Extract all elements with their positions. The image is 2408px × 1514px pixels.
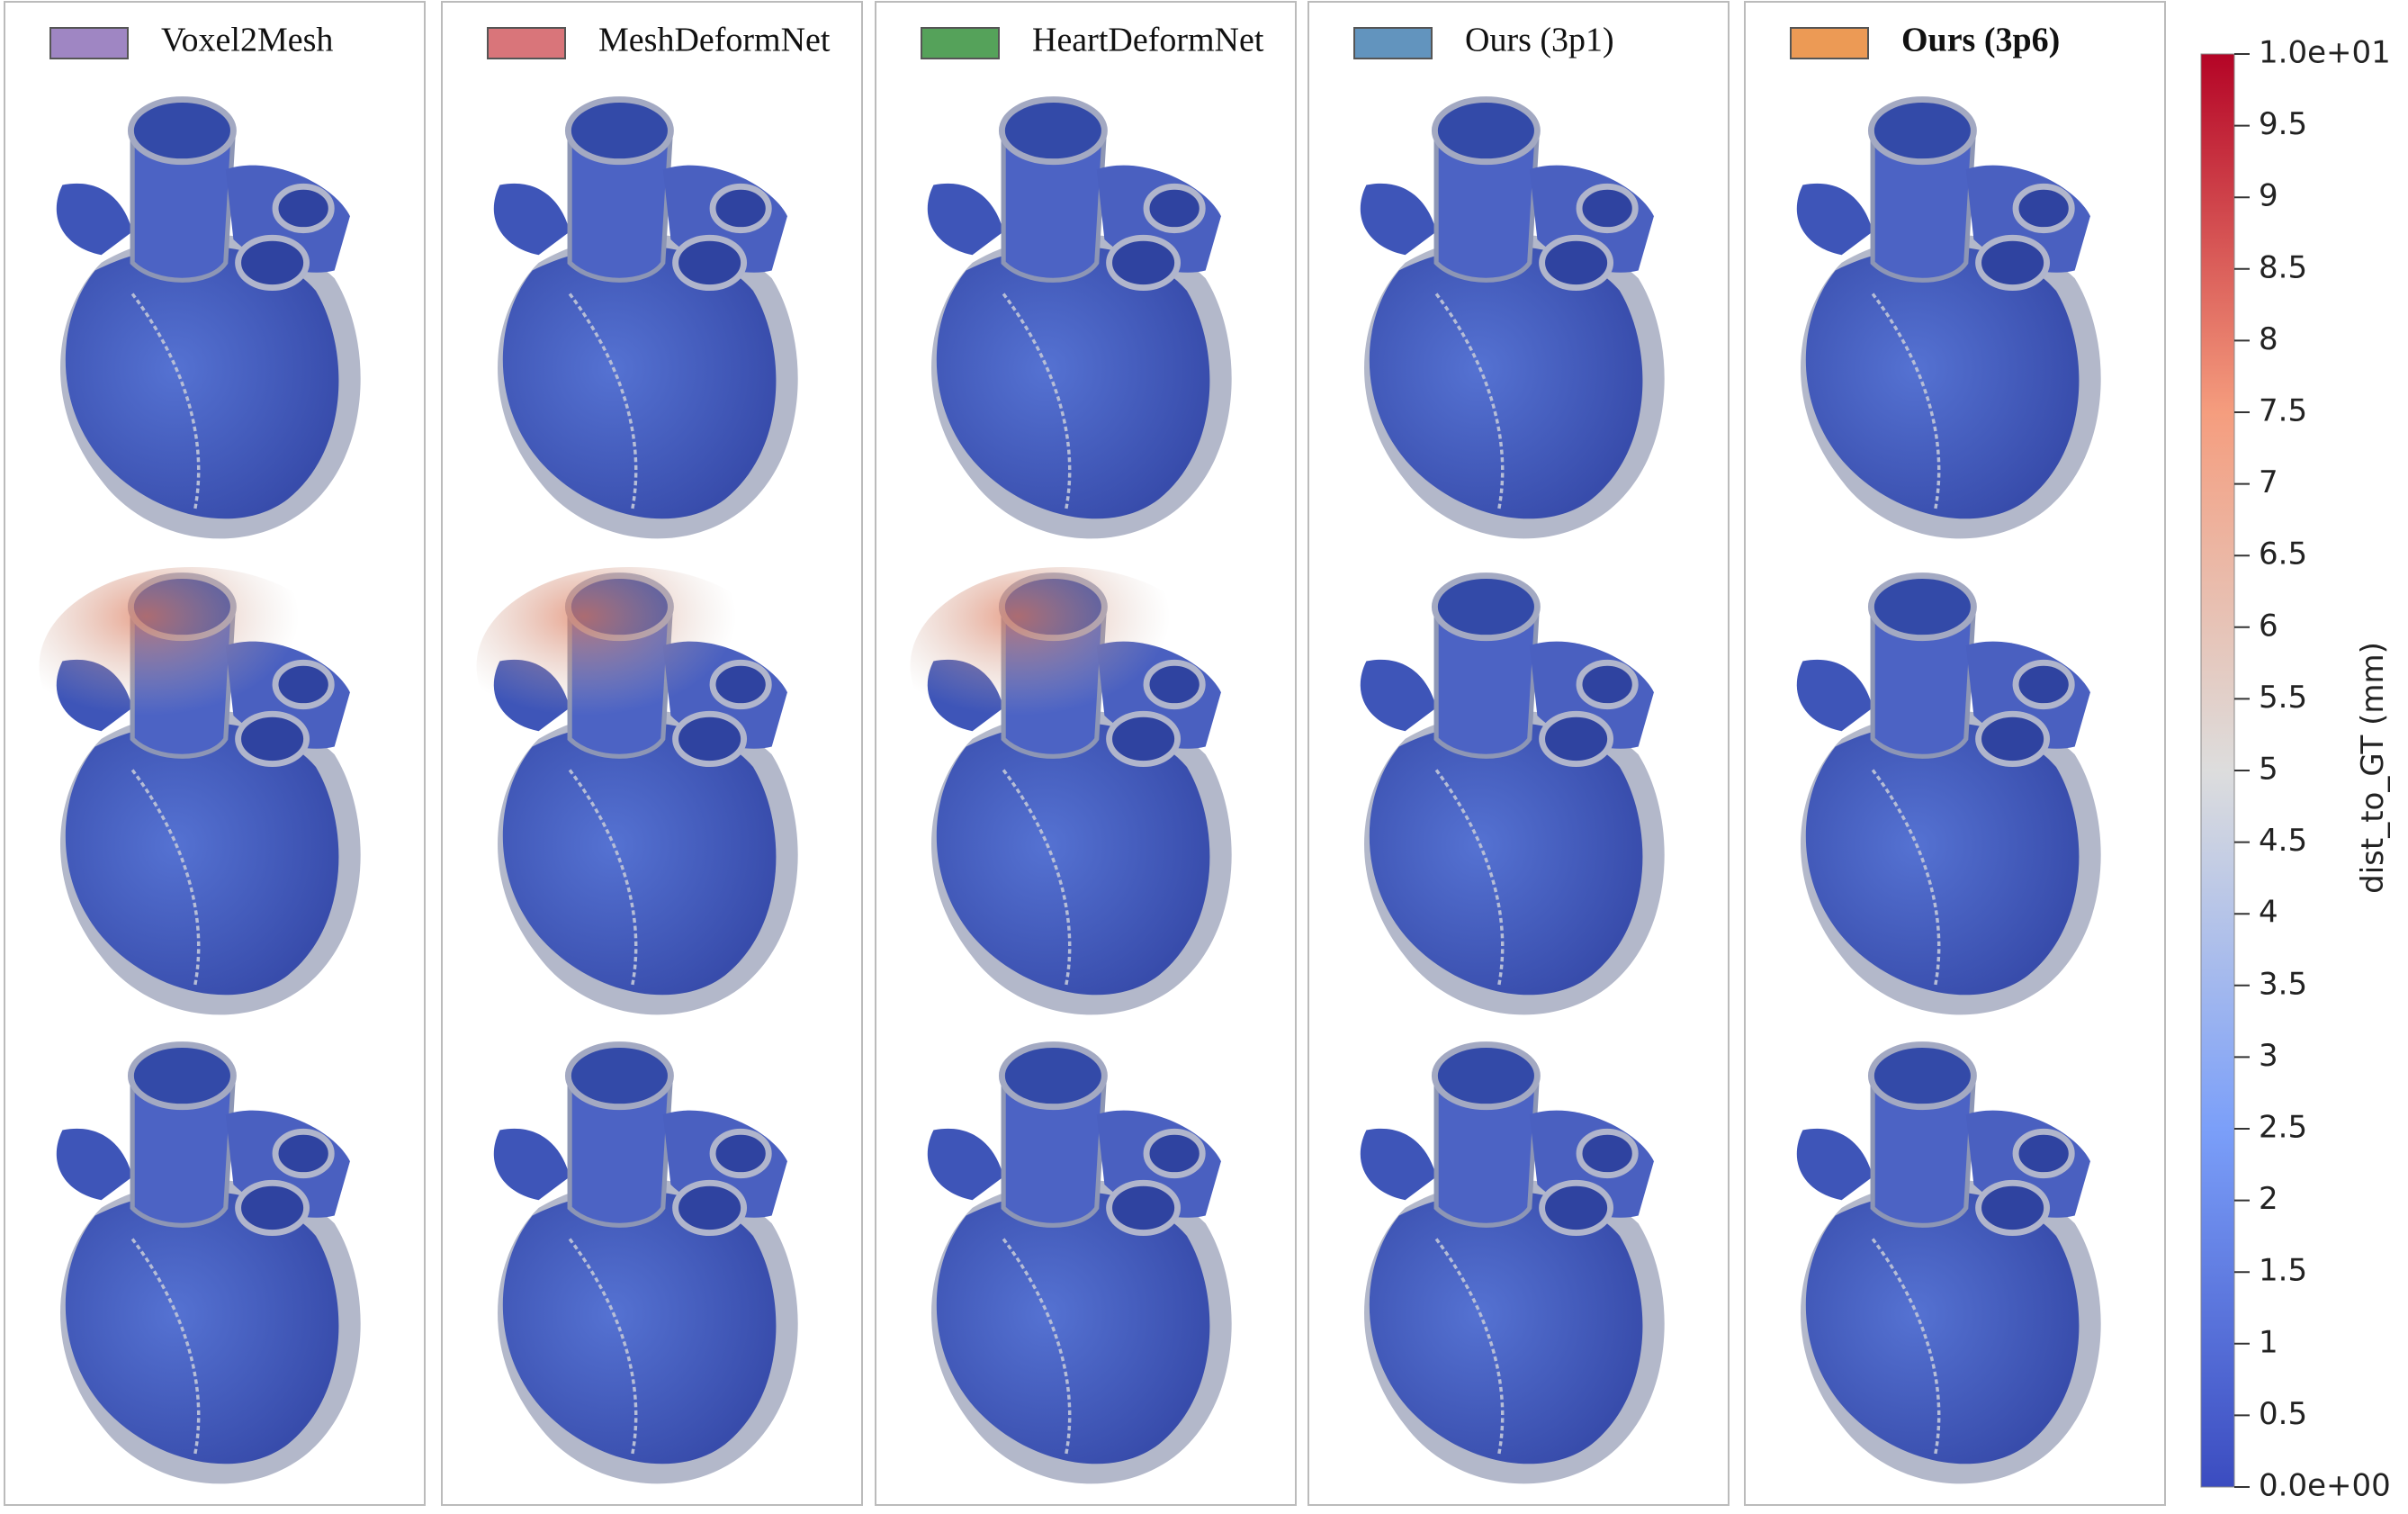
panel: MeshDeformNet [441,1,863,1506]
error-overlay [910,567,1217,765]
panel: Ours (3p1) [1307,1,1730,1506]
legend-swatch [49,27,129,59]
colorbar-tick-label: 2.5 [2259,1110,2307,1146]
panel: Voxel2Mesh [4,1,426,1506]
legend-swatch [921,27,1000,59]
colorbar-tick-label: 7 [2259,464,2278,500]
legend-label: MeshDeformNet [598,22,831,59]
colorbar-tick-label: 6 [2259,608,2278,644]
colorbar-tick-label: 2 [2259,1181,2278,1217]
colorbar-tick-label: 1.0e+01 [2259,35,2391,71]
error-overlay [476,567,783,765]
colorbar-tick-label: 3 [2259,1038,2278,1074]
colorbar-tick-label: 5.5 [2259,680,2307,716]
legend-swatch [1790,27,1869,59]
colorbar-tick-label: 1 [2259,1324,2278,1360]
legend-label: Ours (3p1) [1465,22,1614,59]
colorbar-tick-label: 0.0e+00 [2259,1468,2391,1504]
colorbar-tick-label: 8 [2259,321,2278,357]
colorbar-tick-label: 4 [2259,895,2278,931]
colorbar-scale [2200,53,2235,1488]
colorbar-tick-label: 9 [2259,178,2278,214]
legend-label: Voxel2Mesh [161,22,333,59]
colorbar-tick-label: 0.5 [2259,1396,2307,1432]
panels: Voxel2Mesh MeshDeformNet HeartDeformNet Our… [4,1,2166,1506]
colorbar-tick-label: 9.5 [2259,106,2307,142]
legend-swatch [487,27,566,59]
colorbar-tick-label: 1.5 [2259,1253,2307,1289]
error-overlay [39,567,346,765]
panel: Ours (3p6) [1744,1,2166,1506]
colorbar-tick-label: 3.5 [2259,966,2307,1002]
colorbar-tick-label: 7.5 [2259,393,2307,429]
legend-swatch [1353,27,1433,59]
colorbar-tick-label: 8.5 [2259,249,2307,285]
colorbar: dist_to_GT (mm) 1.0e+01 9.5 9 8.5 8 7.5 7 6.5 6 5… [2200,35,2391,1504]
colorbar-title: dist_to_GT (mm) [2355,642,2391,894]
colorbar-tick-label: 5 [2259,752,2278,788]
colorbar-tick-label: 4.5 [2259,823,2307,859]
legend-label: HeartDeformNet [1032,22,1264,59]
legend-label: Ours (3p6) [1901,22,2060,59]
colorbar-tick-label: 6.5 [2259,536,2307,572]
panel: HeartDeformNet [875,1,1297,1506]
